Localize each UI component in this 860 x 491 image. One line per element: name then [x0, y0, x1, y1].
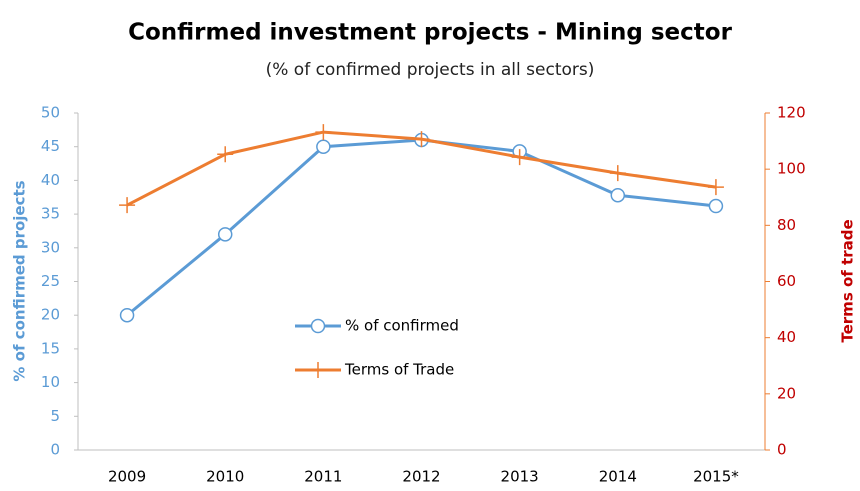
y2-tick-label: 100 [777, 160, 806, 178]
y-tick-label: 30 [41, 238, 60, 256]
y2-tick-label: 40 [777, 328, 796, 346]
y2-tick-label: 60 [777, 272, 796, 290]
legend-marker [310, 362, 326, 378]
x-tick-label: 2013 [501, 468, 539, 486]
marker [119, 197, 136, 214]
y2-tick-label: 0 [777, 441, 787, 459]
x-tick-label: 2015* [693, 468, 739, 486]
marker [315, 124, 332, 141]
y2-axis-label: Terms of trade [839, 219, 857, 342]
marker [217, 146, 234, 163]
x-tick-label: 2009 [108, 468, 146, 486]
y-tick-label: 15 [41, 339, 60, 357]
x-tick-label: 2011 [304, 468, 342, 486]
legend-marker [310, 318, 326, 334]
x-tick-label: 2014 [599, 468, 637, 486]
chart-subtitle: (% of confirmed projects in all sectors) [266, 60, 595, 80]
marker [413, 131, 430, 148]
y-tick-label: 50 [41, 104, 60, 122]
y-tick-label: 45 [41, 137, 60, 155]
marker [119, 307, 135, 323]
y2-tick-label: 120 [777, 104, 806, 122]
legend-label: % of confirmed [345, 317, 459, 335]
y-tick-label: 0 [50, 441, 60, 459]
legend-label: Terms of Trade [344, 361, 454, 379]
y-tick-label: 35 [41, 205, 60, 223]
marker [610, 187, 626, 203]
y-tick-label: 40 [41, 171, 60, 189]
marker [707, 179, 724, 196]
y-tick-label: 20 [41, 306, 60, 324]
y2-tick-label: 20 [777, 384, 796, 402]
x-tick-label: 2010 [206, 468, 244, 486]
marker [217, 227, 233, 242]
y-tick-label: 25 [41, 272, 60, 290]
marker [609, 165, 626, 182]
marker [708, 198, 724, 214]
y-tick-label: 5 [50, 407, 60, 425]
marker [511, 149, 528, 166]
y-axis-label: % of confirmed projects [11, 180, 29, 381]
marker [316, 139, 331, 154]
y-tick-label: 10 [41, 373, 60, 391]
y2-tick-label: 80 [777, 216, 796, 234]
series-line [126, 138, 717, 317]
chart-title: Confirmed investment projects - Mining s… [128, 20, 733, 46]
x-tick-label: 2012 [402, 468, 440, 486]
